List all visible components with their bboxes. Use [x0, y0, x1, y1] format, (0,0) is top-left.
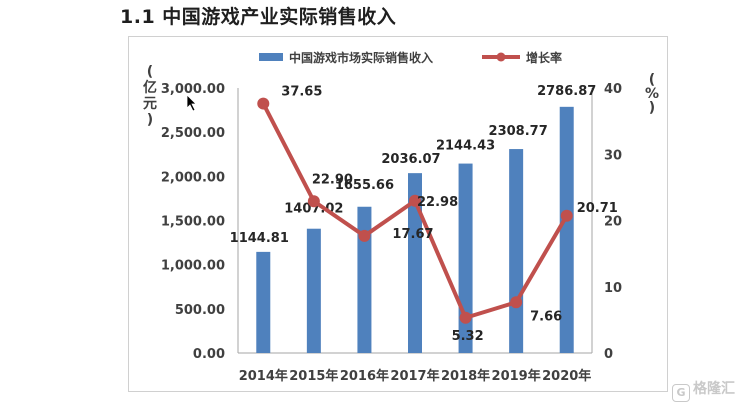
y-left-tick-label: 0.00 — [193, 347, 225, 362]
y-right-tick-label: 0 — [604, 347, 613, 362]
bar — [509, 149, 524, 353]
growth-rate-point — [307, 195, 320, 208]
line-data-label: 37.65 — [281, 85, 322, 100]
line-data-label: 17.67 — [392, 227, 433, 242]
bar-data-label: 2036.07 — [381, 152, 440, 167]
line-data-label: 5.32 — [452, 329, 484, 344]
x-tick-label: 2017年 — [390, 368, 439, 384]
legend-label-line: 增长率 — [526, 50, 562, 65]
y-left-tick-label: 500.00 — [175, 303, 225, 318]
bar — [256, 251, 271, 353]
growth-rate-point — [257, 97, 270, 110]
y-left-tick-label: 1,000.00 — [161, 259, 225, 274]
y-left-tick-label: 1,500.00 — [161, 215, 225, 230]
bar — [306, 228, 321, 353]
y-right-tick-label: 20 — [604, 215, 622, 230]
bar — [408, 173, 422, 353]
line-data-label: 22.90 — [312, 172, 353, 187]
growth-rate-point — [510, 296, 523, 309]
y-left-axis-title: 亿 — [143, 79, 157, 96]
x-tick-label: 2014年 — [239, 368, 288, 384]
growth-rate-point — [409, 194, 421, 207]
y-left-tick-label: 2,000.00 — [161, 170, 225, 185]
y-left-axis-title: ) — [147, 112, 153, 128]
line-data-label: 7.66 — [530, 309, 562, 324]
legend-label-bar: 中国游戏市场实际销售收入 — [289, 50, 433, 65]
bar-data-label: 1144.81 — [230, 231, 289, 246]
y-right-axis-title: ) — [649, 100, 655, 116]
watermark-logo: G 格隆汇 — [672, 378, 735, 402]
growth-rate-point — [358, 229, 371, 242]
x-tick-label: 2016年 — [340, 368, 389, 384]
bar-data-label: 1655.66 — [335, 178, 394, 193]
y-right-tick-label: 30 — [604, 148, 622, 163]
legend-swatch-bar — [259, 53, 283, 61]
x-tick-label: 2020年 — [542, 368, 591, 384]
y-left-tick-label: 2,500.00 — [161, 126, 225, 141]
x-tick-label: 2019年 — [492, 368, 541, 384]
y-left-tick-label: 3,000.00 — [161, 82, 225, 97]
mouse-cursor-icon — [186, 94, 197, 112]
bar-data-label: 2786.87 — [537, 84, 596, 99]
y-left-axis-title: ( — [147, 64, 153, 80]
line-data-label: 20.71 — [577, 201, 618, 216]
x-tick-label: 2018年 — [441, 368, 490, 384]
growth-rate-point — [560, 209, 573, 222]
bar — [559, 106, 574, 354]
bar — [458, 163, 473, 353]
y-right-axis-title: ( — [649, 72, 655, 88]
y-right-tick-label: 40 — [604, 82, 622, 97]
y-right-axis-title: % — [645, 86, 659, 102]
growth-rate-point — [459, 311, 472, 324]
bar-data-label: 2308.77 — [489, 124, 548, 139]
legend-swatch-marker — [496, 52, 506, 62]
y-left-axis-title: 元 — [143, 96, 157, 112]
line-data-label: 22.98 — [417, 195, 458, 210]
watermark-text: 格隆汇 — [693, 381, 735, 397]
x-tick-label: 2015年 — [289, 368, 338, 384]
bar-data-label: 2144.43 — [436, 139, 495, 154]
y-right-tick-label: 10 — [604, 281, 622, 296]
logo-icon: G — [672, 384, 690, 402]
page-title: 1.1 中国游戏产业实际销售收入 — [120, 6, 397, 28]
bar — [357, 206, 372, 353]
